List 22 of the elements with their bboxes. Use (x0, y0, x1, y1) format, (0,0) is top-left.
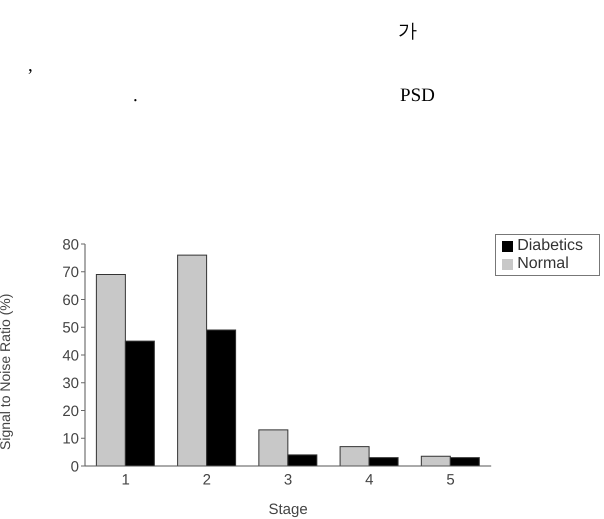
y-tick-label: 30 (62, 375, 79, 392)
y-tick-label: 70 (62, 264, 79, 282)
y-axis-title: Signal to Noise Ratio (%) (0, 294, 13, 450)
x-tick-label: 5 (446, 472, 455, 489)
y-tick-label: 0 (70, 458, 79, 476)
text: , (28, 55, 33, 77)
legend-label: Diabetics (517, 237, 583, 254)
x-axis-title: Stage (268, 501, 308, 518)
y-tick-label: 10 (62, 430, 79, 448)
y-tick-label: 60 (62, 292, 79, 309)
x-tick-label: 1 (121, 472, 130, 489)
y-tick-label: 50 (62, 320, 79, 337)
x-tick-label: 3 (284, 472, 292, 489)
x-tick-label: 2 (202, 472, 212, 489)
y-tick-label: 40 (62, 347, 79, 364)
y-tick-label: 20 (62, 402, 79, 420)
text: . (133, 85, 138, 107)
text: PSD (400, 85, 435, 107)
y-tick-label: 80 (62, 236, 79, 254)
x-tick-label: 4 (365, 472, 374, 489)
legend-label: Normal (517, 255, 569, 272)
text: 가 (398, 20, 417, 44)
